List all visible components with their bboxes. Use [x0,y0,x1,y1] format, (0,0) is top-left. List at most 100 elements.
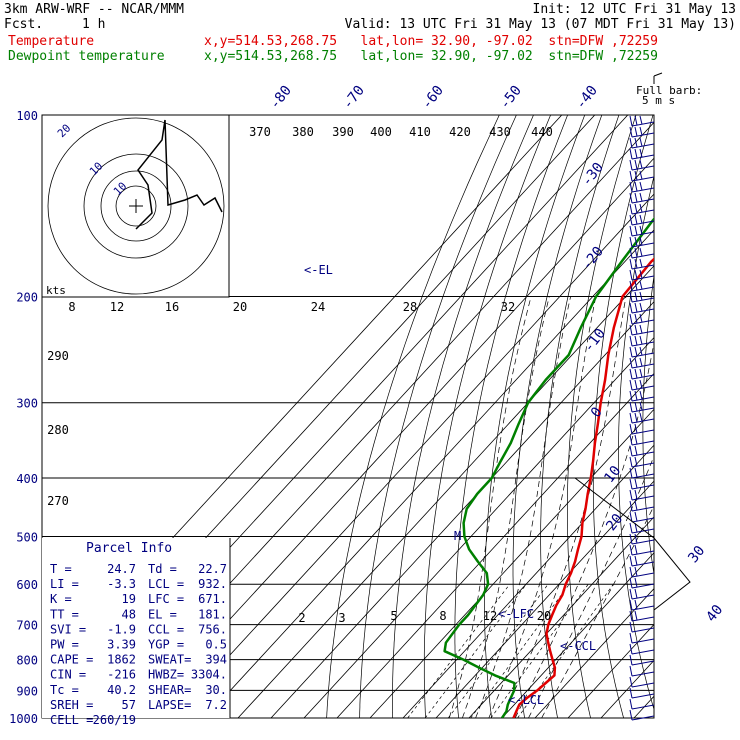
wind-barb [629,159,655,171]
valid-time: Valid: 13 UTC Fri 31 May 13 (07 MDT Fri … [344,17,736,32]
isotherm-line [369,408,654,718]
pressure-tick-label: 600 [16,578,38,592]
dry-adiabat [734,87,740,730]
parcel-key: LFC = [148,592,184,606]
dry-adiabat [392,115,534,718]
wind-barb [629,423,655,435]
isotherm-label: 40 [703,602,726,625]
hodograph-speed-label: 8 [68,300,75,314]
temperature-legend: Temperature [8,34,95,49]
pressure-tick-label: 100 [16,109,38,123]
theta-label: 400 [370,125,392,139]
wind-barb [629,445,655,457]
parcel-key: CAPE = [50,653,93,667]
parcel-value: 40.2 [107,683,136,697]
isotherm-label: 30 [685,543,708,566]
dry-adiabat [667,87,728,730]
parcel-info-title: Parcel Info [86,541,172,556]
parcel-key: Tc = [50,683,79,697]
parcel-key: LI = [50,577,79,591]
isotherm-label: -60 [419,83,447,113]
mixing-ratio-line [424,584,527,718]
moist-adiabat [488,296,597,718]
parcel-value: 3.39 [107,638,136,652]
moist-adiabat [528,455,654,718]
dry-adiabat [454,115,568,718]
parcel-value: 7.2 [205,698,227,712]
wind-barb [629,115,655,127]
wind-barb [629,324,655,336]
wind-barb [629,687,655,699]
wind-barb [629,566,655,578]
barb-legend: Full barb: [636,84,702,97]
parcel-key: LCL = [148,577,184,591]
theta-left-label: 290 [47,349,69,363]
parcel-value: 30. [205,683,227,697]
wind-barb [629,258,655,270]
theta-label: 370 [249,125,271,139]
parcel-value: 57 [122,698,136,712]
forecast-label: Fcst. [4,17,44,32]
hodograph-ring [115,185,157,227]
parcel-key: Td = [148,562,177,576]
parcel-key: SVI = [50,622,86,636]
parcel-value: 932. [198,577,227,591]
wind-barb [629,302,655,314]
pressure-tick-label: 800 [16,654,38,668]
parcel-value: 22.7 [198,562,227,576]
theta-label: 380 [292,125,314,139]
theta-left-label: 270 [47,494,69,508]
parcel-key: YGP = [148,638,184,652]
isotherm-label: -50 [497,83,525,113]
wind-barb [629,225,655,237]
dewpoint-profile [443,217,654,718]
dry-adiabat [540,115,620,718]
wind-barb [629,654,655,666]
mixing-ratio-label: 8 [439,609,446,623]
theta-label: 430 [489,125,511,139]
dry-adiabat [712,87,740,730]
dewpoint-location: x,y=514.53,268.75 lat,lon= 32.90, -97.02… [204,49,658,64]
init-time: Init: 12 UTC Fri 31 May 13 [532,2,737,17]
wind-barb [629,489,655,501]
wind-barb [629,544,655,556]
wind-barb [629,401,655,413]
wind-barb [629,335,655,347]
parcel-value: 19 [122,592,136,606]
mixing-ratio-line [407,584,510,718]
parcel-value: 671. [198,592,227,606]
wind-barb [629,203,655,215]
pressure-tick-label: 500 [16,530,38,544]
hodograph-speed-label: 12 [110,300,124,314]
pressure-tick-label: 400 [16,472,38,486]
ccl-marker: <-CCL [560,639,596,653]
wind-barb [629,280,655,292]
wind-barb [629,709,655,721]
parcel-key: HWBZ= [148,668,184,682]
wind-barb [629,412,655,424]
wind-barb [629,148,655,160]
wind-barb [629,346,655,358]
dry-adiabat [359,115,517,718]
wind-barb [629,698,655,710]
wind-barb [629,357,655,369]
barb-legend-unit: 5 m s [642,94,675,107]
parcel-key: CCL = [148,622,184,636]
isotherm-label: 0 [588,404,606,420]
isotherm-label: -70 [340,83,368,113]
wind-barb [629,313,655,325]
hodograph-speed-label: 24 [311,300,325,314]
dry-adiabat [512,115,603,718]
parcel-value: -216 [107,668,136,682]
isotherm-line [468,516,654,718]
dry-adiabat [592,115,654,718]
wind-barb [629,676,655,688]
wind-barb [629,291,655,303]
mixing-ratio-label: 2 [298,611,305,625]
hodograph-speed-label: 32 [501,300,515,314]
dry-adiabat [423,115,551,718]
isotherm-line [501,552,654,718]
wind-barb [629,170,655,182]
parcel-value: 1862 [107,653,136,667]
